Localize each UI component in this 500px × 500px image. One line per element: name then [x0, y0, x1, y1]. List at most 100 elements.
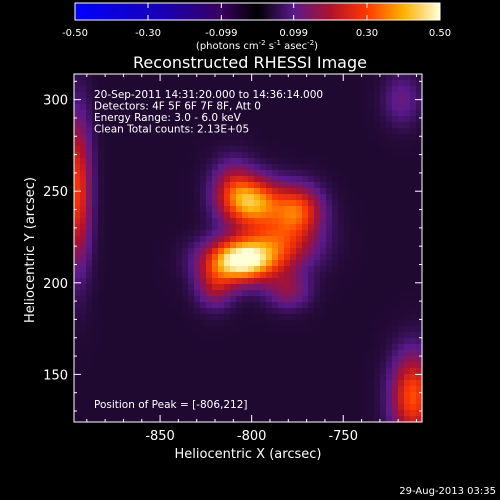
heatmap-cell	[152, 344, 159, 351]
heatmap-cell	[164, 410, 171, 417]
heatmap-cell	[74, 368, 81, 375]
heatmap-cell	[212, 266, 219, 273]
heatmap-cell	[182, 416, 189, 423]
heatmap-cell	[356, 272, 363, 279]
heatmap-cell	[308, 266, 315, 273]
heatmap-cell	[296, 344, 303, 351]
heatmap-cell	[248, 110, 255, 117]
heatmap-cell	[128, 86, 135, 93]
heatmap-cell	[140, 194, 147, 201]
heatmap-cell	[104, 86, 111, 93]
heatmap-cell	[410, 212, 417, 219]
heatmap-cell	[338, 146, 345, 153]
heatmap-cell	[218, 326, 225, 333]
heatmap-cell	[116, 314, 123, 321]
heatmap-cell	[158, 284, 165, 291]
heatmap-cell	[368, 194, 375, 201]
heatmap-cell	[260, 368, 267, 375]
heatmap-cell	[242, 386, 249, 393]
heatmap-cell	[290, 74, 297, 81]
heatmap-cell	[212, 326, 219, 333]
heatmap-cell	[332, 158, 339, 165]
heatmap-cell	[236, 350, 243, 357]
heatmap-cell	[122, 362, 129, 369]
heatmap-cell	[206, 194, 213, 201]
heatmap-cell	[248, 362, 255, 369]
heatmap-cell	[362, 200, 369, 207]
heatmap-cell	[134, 104, 141, 111]
heatmap-cell	[86, 152, 93, 159]
heatmap-cell	[380, 128, 387, 135]
heatmap-cell	[146, 134, 153, 141]
heatmap-cell	[122, 350, 129, 357]
heatmap-cell	[338, 248, 345, 255]
heatmap-cell	[386, 158, 393, 165]
heatmap-cell	[146, 302, 153, 309]
heatmap-cell	[290, 224, 297, 231]
heatmap-cell	[380, 308, 387, 315]
heatmap-cell	[260, 128, 267, 135]
heatmap-cell	[104, 410, 111, 417]
heatmap-cell	[110, 344, 117, 351]
heatmap-cell	[278, 410, 285, 417]
heatmap-cell	[314, 320, 321, 327]
heatmap-cell	[188, 374, 195, 381]
heatmap-cell	[374, 170, 381, 177]
heatmap-cell	[176, 302, 183, 309]
heatmap-cell	[170, 104, 177, 111]
heatmap-cell	[356, 182, 363, 189]
heatmap-cell	[86, 368, 93, 375]
heatmap-cell	[374, 290, 381, 297]
heatmap-cell	[146, 320, 153, 327]
heatmap-cell	[194, 404, 201, 411]
heatmap-cell	[122, 134, 129, 141]
heatmap-cell	[272, 146, 279, 153]
heatmap-cell	[272, 224, 279, 231]
heatmap-cell	[158, 362, 165, 369]
heatmap-cell	[212, 368, 219, 375]
heatmap-cell	[368, 404, 375, 411]
heatmap-cell	[206, 296, 213, 303]
heatmap-cell	[128, 230, 135, 237]
heatmap-cell	[386, 236, 393, 243]
heatmap-cell	[374, 308, 381, 315]
heatmap-cell	[212, 218, 219, 225]
heatmap-cell	[296, 188, 303, 195]
heatmap-cell	[236, 164, 243, 171]
heatmap-cell	[116, 350, 123, 357]
heatmap-cell	[338, 344, 345, 351]
heatmap-cell	[98, 164, 105, 171]
heatmap-cell	[302, 302, 309, 309]
heatmap-cell	[356, 242, 363, 249]
heatmap-cell	[122, 404, 129, 411]
heatmap-cell	[332, 98, 339, 105]
heatmap-cell	[356, 332, 363, 339]
heatmap-cell	[128, 110, 135, 117]
heatmap-cell	[302, 200, 309, 207]
heatmap-cell	[338, 98, 345, 105]
heatmap-cell	[266, 128, 273, 135]
heatmap-cell	[410, 368, 417, 375]
heatmap-cell	[194, 266, 201, 273]
heatmap-cell	[404, 308, 411, 315]
heatmap-cell	[290, 194, 297, 201]
heatmap-cell	[266, 410, 273, 417]
heatmap-cell	[140, 278, 147, 285]
heatmap-cell	[134, 416, 141, 423]
heatmap-cell	[278, 344, 285, 351]
heatmap-cell	[266, 416, 273, 423]
heatmap-cell	[386, 92, 393, 99]
heatmap-cell	[152, 362, 159, 369]
heatmap-cell	[332, 80, 339, 87]
heatmap-cell	[278, 110, 285, 117]
heatmap-cell	[338, 128, 345, 135]
heatmap-cell	[350, 386, 357, 393]
heatmap-cell	[278, 158, 285, 165]
heatmap-cell	[410, 314, 417, 321]
heatmap-cell	[368, 350, 375, 357]
heatmap-cell	[290, 98, 297, 105]
heatmap-cell	[176, 338, 183, 345]
heatmap-cell	[128, 122, 135, 129]
heatmap-cell	[248, 134, 255, 141]
heatmap-cell	[158, 146, 165, 153]
